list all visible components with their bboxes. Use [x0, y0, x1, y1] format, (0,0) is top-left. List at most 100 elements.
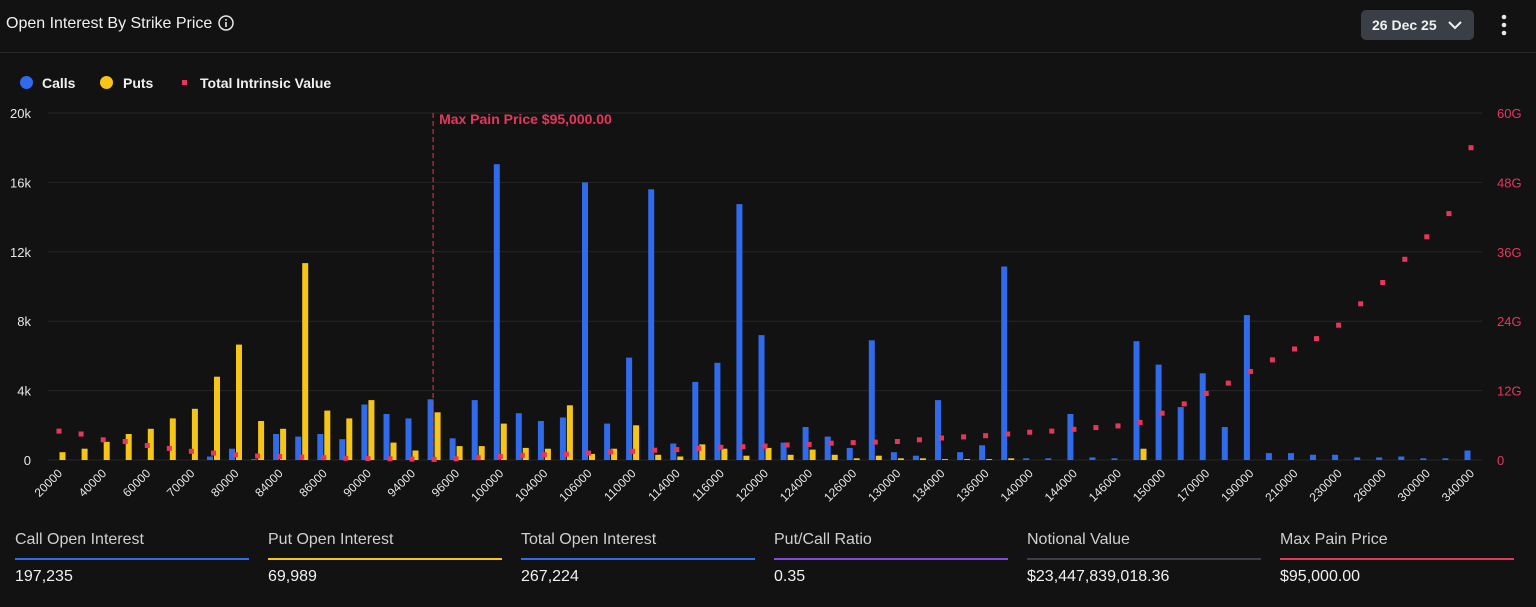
calls-bar: [868, 340, 875, 460]
tiv-point: [608, 449, 614, 455]
puts-bar: [721, 448, 728, 460]
puts-bar: [964, 459, 971, 460]
tiv-point: [1247, 369, 1253, 374]
calls-bar: [251, 459, 258, 460]
calls-bar: [912, 455, 919, 460]
right-axis-tick-label: 0: [1497, 453, 1504, 468]
puts-bar: [986, 459, 993, 460]
x-axis-tick-label: 120000: [733, 466, 771, 504]
x-axis-tick-label: 40000: [76, 466, 110, 500]
tiv-point: [1292, 346, 1297, 352]
stat-value: 197,235: [15, 568, 73, 585]
puts-bar: [699, 444, 706, 460]
tiv-point: [1181, 401, 1187, 407]
x-axis-tick-label: 150000: [1130, 466, 1168, 504]
tiv-point: [1269, 357, 1275, 363]
tiv-point: [122, 439, 128, 444]
chart-header: Open Interest By Strike Price 26 Dec 25: [0, 0, 1536, 53]
puts-bar: [169, 418, 176, 460]
tiv-point: [343, 455, 349, 461]
x-axis-tick-label: 146000: [1086, 466, 1124, 504]
puts-bar: [147, 428, 154, 460]
calls-bar: [692, 381, 699, 460]
calls-bar: [493, 164, 500, 460]
x-axis-tick-label: 96000: [429, 466, 463, 500]
legend-label-calls: Calls: [42, 75, 76, 91]
x-axis-tick-label: 230000: [1307, 466, 1345, 504]
tiv-point: [519, 452, 525, 458]
tiv-point: [497, 454, 503, 459]
tiv-point: [1203, 391, 1209, 396]
expiry-date-select[interactable]: 26 Dec 25: [1361, 10, 1474, 40]
calls-bar: [1089, 457, 1096, 460]
puts-bar: [611, 448, 618, 460]
left-axis-tick-label: 4k: [17, 384, 31, 399]
more-options-icon[interactable]: [1494, 13, 1514, 37]
calls-bar: [802, 427, 809, 460]
x-axis-tick-label: 124000: [777, 466, 815, 504]
puts-bar: [809, 449, 816, 460]
stat-value: 69,989: [268, 568, 317, 585]
calls-bar: [1067, 414, 1074, 460]
tiv-point: [78, 431, 84, 437]
calls-bar: [339, 439, 346, 460]
info-icon[interactable]: [218, 15, 234, 31]
x-axis-tick-label: 60000: [120, 466, 154, 500]
puts-bar: [258, 421, 265, 460]
calls-bar: [1111, 458, 1118, 460]
calls-bar: [1354, 457, 1361, 460]
tiv-point: [828, 440, 834, 446]
stat-divider: [774, 558, 1008, 560]
puts-bar: [677, 456, 684, 460]
x-axis-tick-label: 100000: [468, 466, 506, 504]
puts-bar: [566, 405, 573, 460]
legend-label-tiv: Total Intrinsic Value: [200, 75, 332, 91]
tiv-point: [1159, 410, 1165, 416]
x-axis-tick-label: 116000: [689, 466, 727, 504]
puts-bar: [324, 410, 331, 460]
tiv-point: [983, 433, 989, 439]
tiv-point: [431, 456, 437, 462]
right-axis-tick-label: 60G: [1497, 106, 1522, 121]
puts-bar: [390, 442, 397, 460]
stat-label: Call Open Interest: [15, 531, 144, 548]
tiv-point: [56, 428, 62, 434]
x-axis-tick-label: 210000: [1262, 466, 1300, 504]
stat-divider: [1280, 558, 1514, 560]
puts-bar: [787, 454, 794, 460]
tiv-point: [718, 444, 724, 450]
puts-bar: [1140, 448, 1147, 460]
calls-bar: [1155, 364, 1162, 460]
tiv-point: [939, 435, 944, 441]
puts-bar: [478, 446, 485, 460]
calls-bar: [537, 421, 544, 460]
x-axis-tick-label: 140000: [998, 466, 1036, 504]
x-axis-tick-label: 136000: [954, 466, 992, 504]
left-axis-tick-label: 16k: [10, 175, 31, 190]
calls-bar: [1288, 453, 1294, 460]
puts-bar: [214, 376, 220, 460]
open-interest-chart: 0 0 4k 12G 8k 24G 12k 36G 16k 48G 20k 60G Max Pain P…: [10, 106, 1522, 504]
tiv-point: [299, 454, 305, 460]
puts-bar: [765, 447, 772, 460]
tiv-point: [1049, 428, 1055, 434]
puts-bar: [59, 452, 66, 460]
calls-bar: [1310, 454, 1316, 460]
calls-bar: [1199, 373, 1206, 461]
tiv-point: [1314, 336, 1319, 342]
puts-bar: [103, 441, 110, 460]
x-axis-tick-label: 84000: [252, 466, 286, 500]
stat-divider: [268, 558, 502, 560]
x-axis-tick-label: 70000: [164, 466, 198, 500]
puts-bar: [191, 408, 198, 460]
tiv-point: [453, 456, 459, 462]
x-axis-tick-label: 340000: [1439, 466, 1477, 504]
stat-label: Put/Call Ratio: [774, 531, 872, 548]
puts-bar: [368, 400, 375, 460]
tiv-point: [961, 434, 967, 440]
calls-bar: [979, 445, 986, 460]
puts-bar: [456, 446, 463, 460]
stat-value: 0.35: [774, 568, 806, 585]
calls-bar: [846, 447, 853, 460]
x-axis-tick-label: 260000: [1351, 466, 1389, 504]
